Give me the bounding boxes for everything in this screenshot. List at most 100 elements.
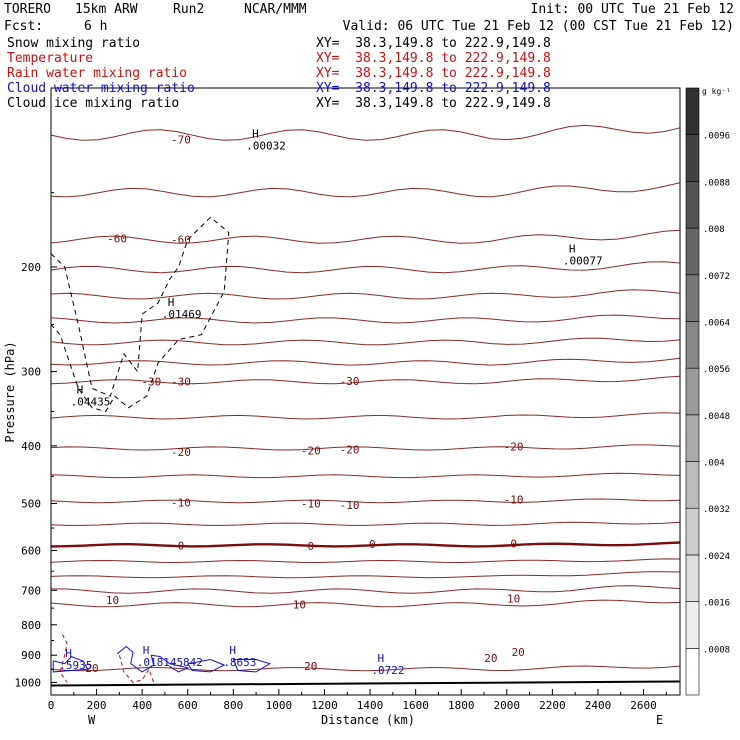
maxima-labels: H.00032H.00077H.01469H.04435H.5935H.0181… bbox=[59, 128, 602, 678]
x-tick-label: 2400 bbox=[585, 699, 612, 712]
run-title: Run2 bbox=[173, 2, 205, 17]
isotherm-label: -20 bbox=[504, 441, 524, 454]
isotherm-line bbox=[50, 571, 681, 579]
colorbar-tick-label: .0016 bbox=[703, 599, 730, 609]
isotherm-label: 10 bbox=[507, 593, 520, 606]
colorbar-segment bbox=[685, 507, 700, 556]
isotherm-label: 20 bbox=[512, 646, 525, 659]
isotherm-label: 0 bbox=[178, 539, 185, 552]
high-marker: H bbox=[168, 296, 175, 309]
high-marker: H bbox=[252, 128, 259, 141]
high-marker: H bbox=[143, 644, 150, 657]
colorbar-tick-label: .0056 bbox=[703, 365, 730, 375]
maximum-value-label: .8653 bbox=[223, 656, 256, 669]
isotherm-label: -10 bbox=[171, 496, 191, 509]
isotherm-label: -10 bbox=[340, 499, 360, 512]
legend-rain-label: Rain water mixing ratio bbox=[7, 66, 188, 81]
isotherm-line bbox=[50, 182, 681, 198]
colorbar-segment bbox=[685, 414, 700, 462]
maximum-value-label: .00032 bbox=[246, 140, 286, 153]
colorbar-tick-label: .0096 bbox=[703, 132, 730, 142]
high-marker: H bbox=[569, 242, 576, 255]
legend-snow-label: Snow mixing ratio bbox=[7, 36, 141, 51]
maximum-value-label: .5935 bbox=[59, 659, 92, 672]
colorbar-tick-label: .0048 bbox=[703, 412, 730, 422]
colorbar-segment bbox=[685, 461, 700, 509]
y-tick-label: 900 bbox=[21, 649, 41, 662]
isotherm-label: 0 bbox=[307, 540, 314, 553]
y-tick-label: 200 bbox=[21, 261, 41, 274]
model-title: TORERO bbox=[4, 2, 51, 17]
isotherm-label: 0 bbox=[369, 538, 376, 551]
isotherm-label: 20 bbox=[484, 652, 497, 665]
cloud-ice-contour bbox=[50, 216, 230, 412]
high-marker: H bbox=[77, 384, 84, 397]
temperature-labels: -70 -60 -60 -30 -30 -30 -20 -20 -20 -20 -10 -10 -10 -… bbox=[85, 133, 524, 674]
y-axis: 200 300 400 500 600 700 800 900 1000 bbox=[15, 192, 57, 689]
temperature-contours bbox=[50, 124, 681, 687]
isotherm-label: 10 bbox=[293, 599, 306, 612]
isotherm-line bbox=[50, 124, 681, 141]
colorbar-segment bbox=[685, 274, 700, 322]
org-title: NCAR/MMM bbox=[244, 2, 307, 17]
isotherm-line bbox=[50, 412, 681, 420]
x-tick-label: 400 bbox=[132, 699, 152, 712]
colorbar-tick-label: .004 bbox=[703, 459, 725, 469]
cloud-water-contour bbox=[187, 658, 226, 673]
maximum-value-label: .0722 bbox=[371, 664, 404, 677]
colorbar-segment bbox=[685, 648, 700, 696]
y-tick-label: 1000 bbox=[15, 676, 42, 689]
valid-time: Valid: 06 UTC Tue 21 Feb 12 (00 CST Tue … bbox=[342, 19, 734, 34]
x-tick-label: 2000 bbox=[494, 699, 521, 712]
cloud-water-contour bbox=[52, 656, 89, 673]
colorbar-tick-label: .0008 bbox=[703, 645, 730, 655]
colorbar-tick-label: .0088 bbox=[703, 178, 730, 188]
isotherm-line bbox=[50, 314, 681, 324]
west-label: W bbox=[88, 713, 96, 727]
colorbar: .0008 .0016 .0024 .0032 .004 .0048 .0056 .0064.… bbox=[685, 87, 730, 696]
isotherm-line bbox=[50, 357, 681, 366]
rain-water-contour bbox=[59, 634, 68, 683]
forecast-label: Fcst: bbox=[4, 19, 44, 34]
x-tick-label: 200 bbox=[87, 699, 107, 712]
x-tick-label: 1800 bbox=[448, 699, 475, 712]
plot-frame bbox=[50, 87, 681, 696]
y-tick-label: 800 bbox=[21, 619, 41, 632]
isotherm-label: -30 bbox=[340, 375, 360, 388]
resolution-title: 15km ARW bbox=[75, 2, 138, 17]
colorbar-tick-label: .0032 bbox=[703, 505, 730, 515]
isotherm-label: -30 bbox=[171, 376, 191, 389]
legend-temperature-label: Temperature bbox=[7, 51, 94, 66]
rain-water-contour bbox=[118, 655, 155, 683]
isotherm-line bbox=[50, 337, 681, 346]
isotherm-label: -20 bbox=[301, 444, 321, 457]
colorbar-segment bbox=[685, 321, 700, 369]
cloud-water-contour bbox=[232, 659, 272, 673]
isotherm-line bbox=[50, 541, 681, 548]
x-tick-label: 2600 bbox=[630, 699, 657, 712]
colorbar-segment bbox=[685, 367, 700, 416]
high-marker: H bbox=[377, 652, 384, 665]
maximum-value-label: .018145842 bbox=[137, 656, 203, 669]
y-tick-label: 700 bbox=[21, 584, 41, 597]
maximum-value-label: .04435 bbox=[71, 396, 111, 409]
colorbar-unit: g kg⁻¹ bbox=[702, 87, 731, 96]
isotherm-line bbox=[50, 444, 681, 451]
isotherm-line bbox=[50, 498, 681, 504]
y-axis-title: Pressure (hPa) bbox=[3, 341, 17, 442]
isotherm-label: 20 bbox=[304, 660, 317, 673]
isotherm-label: -10 bbox=[504, 493, 524, 506]
isotherm-label: -10 bbox=[301, 497, 321, 510]
isotherm-line bbox=[50, 472, 681, 479]
y-tick-label: 600 bbox=[21, 545, 41, 558]
isotherm-label: -20 bbox=[171, 446, 191, 459]
colorbar-segment bbox=[685, 601, 700, 649]
isotherm-line bbox=[50, 665, 681, 672]
colorbar-tick-label: .008 bbox=[703, 225, 725, 235]
x-tick-label: 800 bbox=[223, 699, 243, 712]
isotherm-line bbox=[50, 229, 681, 244]
x-tick-label: 2200 bbox=[539, 699, 566, 712]
isotherm-label: -60 bbox=[107, 232, 127, 245]
isotherm-label: -30 bbox=[141, 376, 161, 389]
x-tick-label: 0 bbox=[48, 699, 55, 712]
